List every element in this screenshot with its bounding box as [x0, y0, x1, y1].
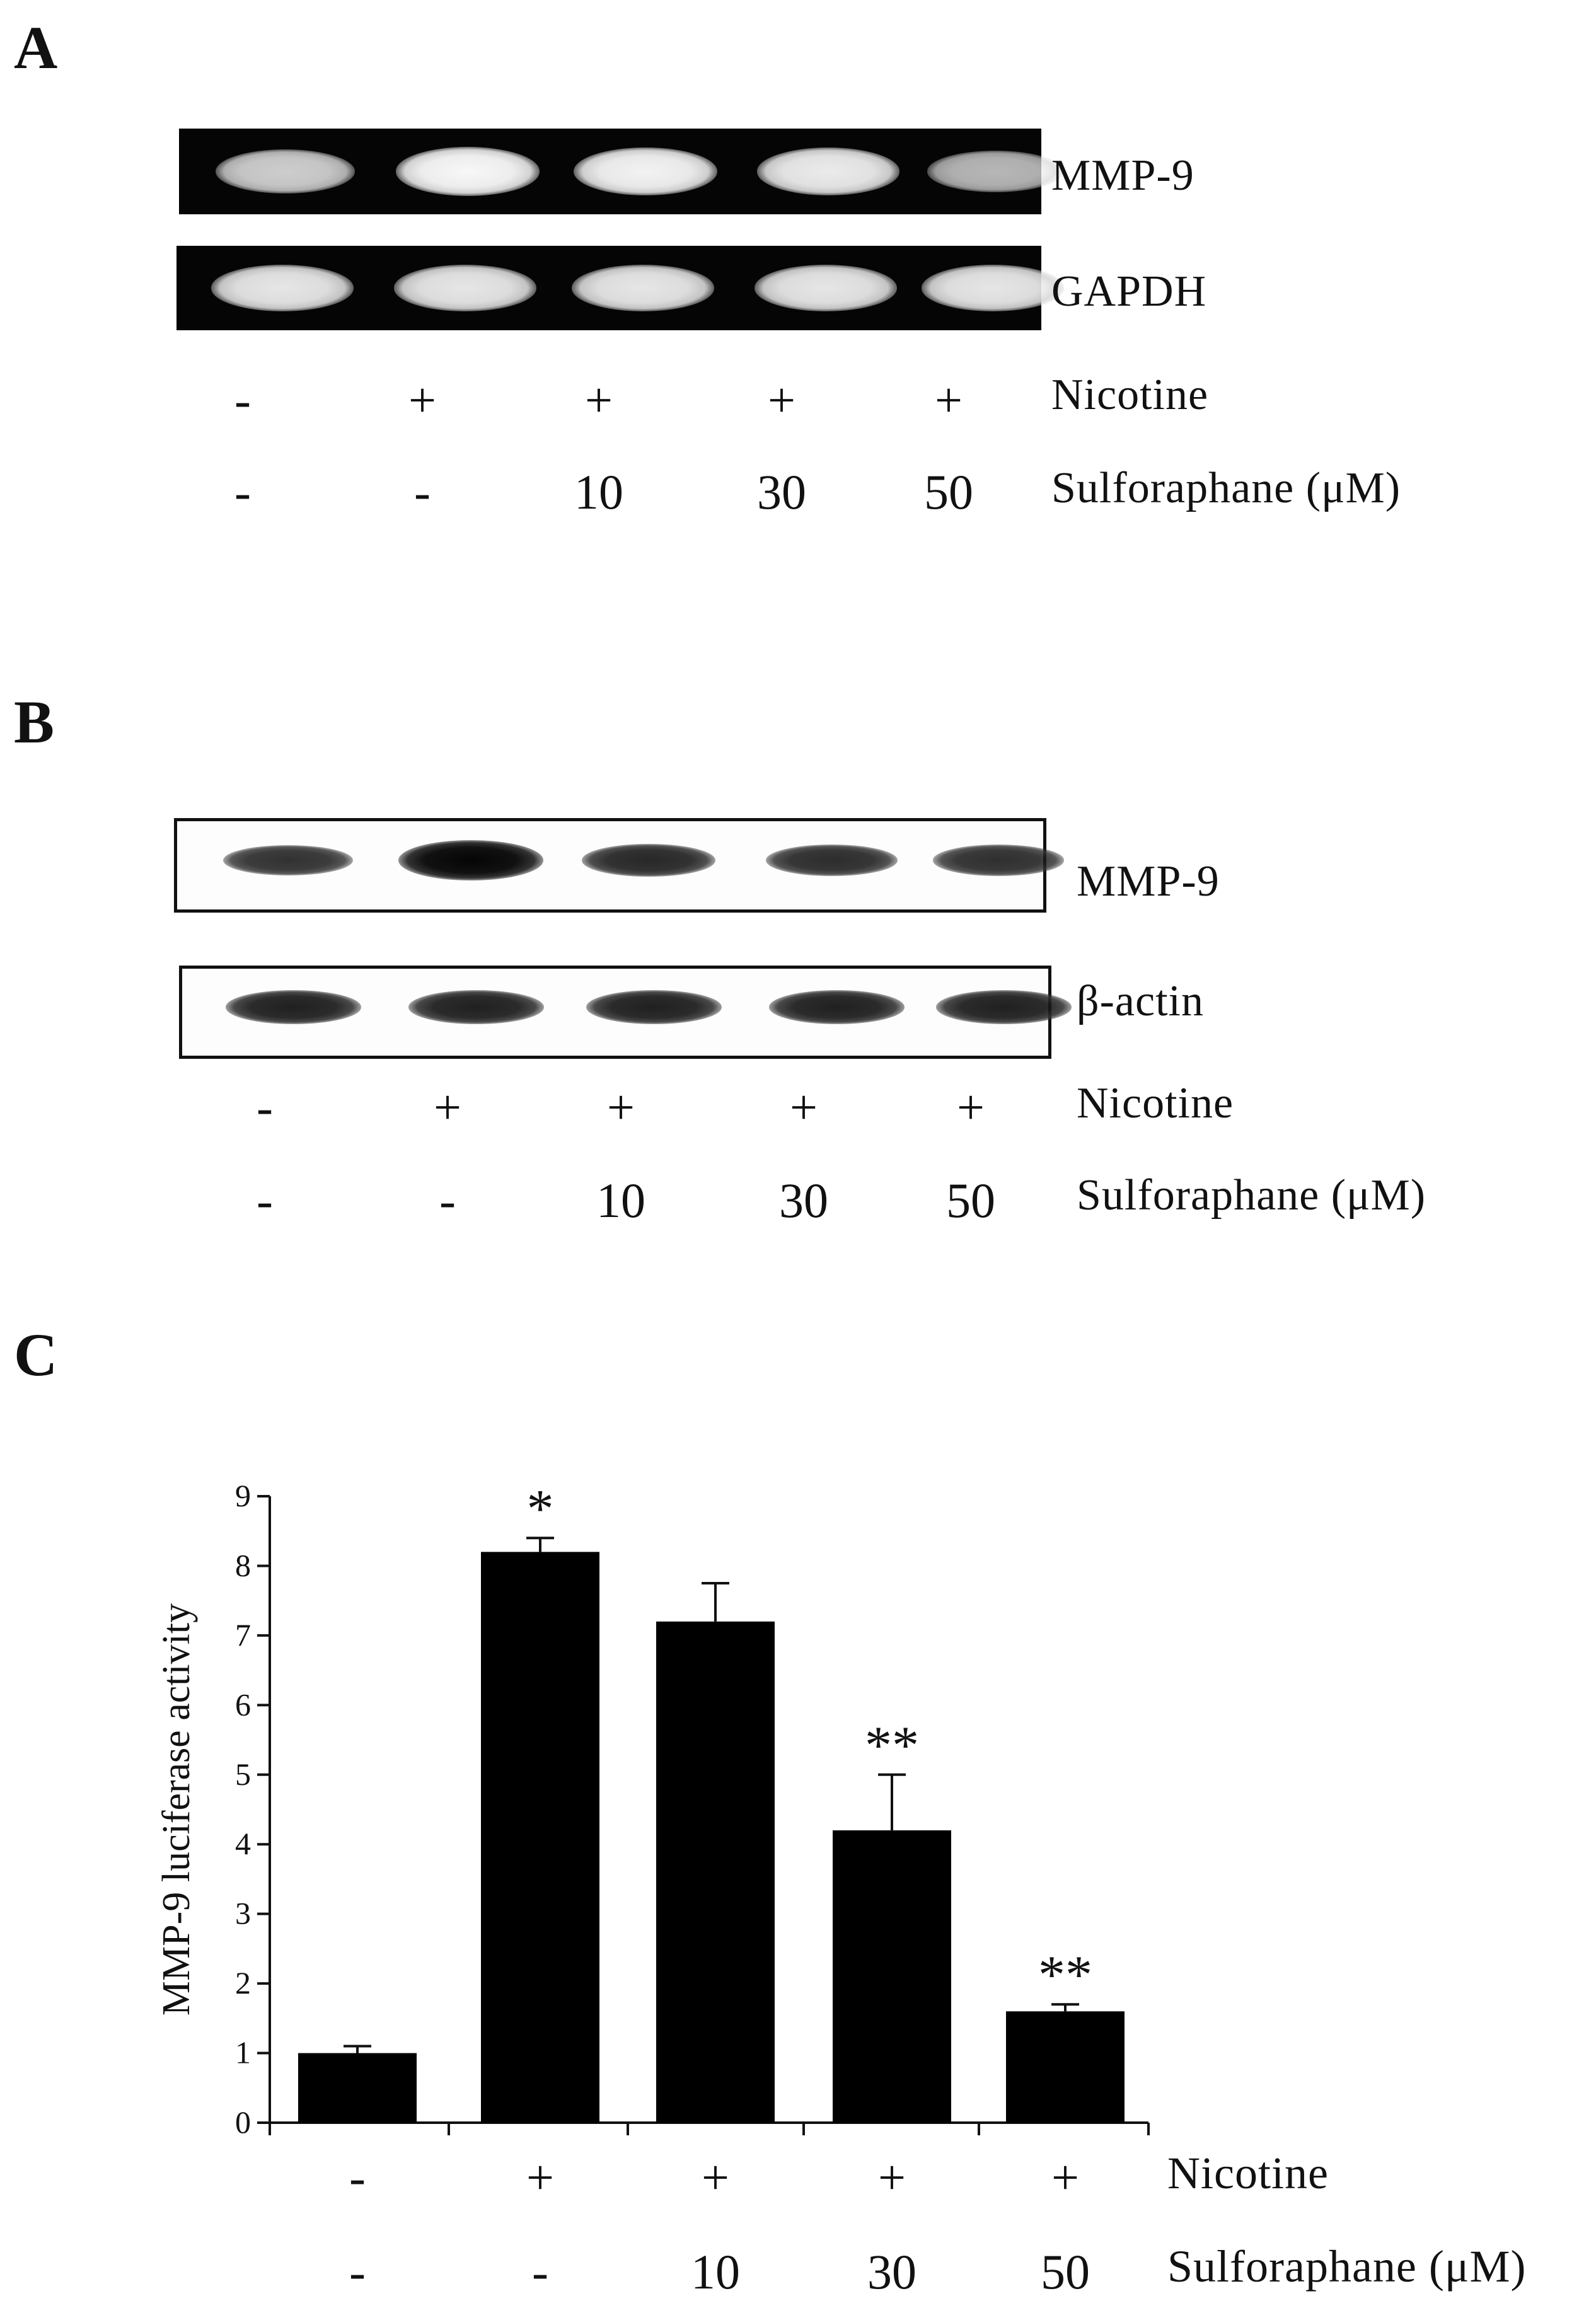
y-tick-label: 7 [235, 1617, 251, 1653]
blot-band [765, 844, 898, 877]
panel-b-sulforaphane-cell: - [257, 1173, 273, 1228]
blot-band [586, 990, 722, 1024]
panel-b-nicotine-label: Nicotine [1077, 1079, 1234, 1128]
panel-c-sulforaphane-cell: 30 [867, 2244, 917, 2299]
blot-band [225, 990, 361, 1024]
panel-b-sulforaphane-cell: 50 [946, 1173, 995, 1228]
panel-a-nicotine-cell: + [585, 372, 613, 427]
panel-a-nicotine-cell: + [408, 372, 436, 427]
blot-b-row-label-actin: β-actin [1077, 977, 1204, 1025]
y-tick-label: 0 [235, 2104, 251, 2140]
y-tick-label: 8 [235, 1547, 251, 1583]
panel-a-nicotine-cell: + [935, 372, 963, 427]
y-tick-label: 4 [235, 1826, 251, 1861]
y-tick-label: 2 [235, 1965, 251, 2000]
panel-b-sulforaphane-label: Sulforaphane (μM) [1077, 1171, 1426, 1220]
panel-c-sulforaphane-label: Sulforaphane (μM) [1167, 2241, 1527, 2292]
y-tick-label: 1 [235, 2035, 251, 2070]
panel-b-letter: B [14, 688, 55, 756]
panel-a-sulforaphane-cell: 10 [574, 464, 623, 519]
panel-a-nicotine-cell: - [234, 372, 251, 427]
panel-b-nicotine-cell: - [257, 1080, 273, 1134]
panel-c-sulforaphane-cell: 50 [1041, 2244, 1090, 2299]
blot-band [582, 843, 715, 877]
panel-b-nicotine-cell: + [790, 1080, 818, 1134]
blot-band [223, 845, 353, 876]
panel-c-nicotine-cell: + [526, 2150, 554, 2205]
blot-band [398, 840, 543, 881]
gel-a-row-label-gapdh: GAPDH [1051, 267, 1207, 316]
panel-a-sulforaphane-cell: 50 [924, 464, 973, 519]
gel-band [922, 265, 1064, 311]
panel-a-nicotine-cell: + [768, 372, 795, 427]
gel-a-mmp9 [179, 129, 1064, 214]
gel-band [755, 265, 897, 311]
bar [833, 1830, 951, 2123]
blot-band [935, 990, 1072, 1024]
blot-band [408, 990, 544, 1024]
y-tick-label: 9 [235, 1478, 251, 1513]
panel-c-nicotine-cell: + [702, 2150, 729, 2205]
blot-b-mmp9 [174, 818, 1064, 913]
gel-a-row-label-mmp9: MMP-9 [1051, 151, 1194, 200]
blot-b-row-label-mmp9: MMP-9 [1077, 857, 1220, 906]
panel-a-sulforaphane-label: Sulforaphane (μM) [1051, 464, 1401, 512]
y-tick-label: 6 [235, 1687, 251, 1722]
panel-b-sulforaphane-cell: - [439, 1173, 456, 1228]
gel-band [756, 147, 900, 195]
panel-c-sulforaphane-cell: - [532, 2244, 548, 2299]
panel-b-nicotine-cell: + [957, 1080, 985, 1134]
panel-c-letter: C [14, 1321, 58, 1388]
significance-marker: ** [1038, 1944, 1092, 2005]
panel-c-sulforaphane-cell: - [349, 2244, 366, 2299]
panel-a-letter: A [14, 14, 58, 81]
blot-b-actin [179, 966, 1072, 1059]
y-axis-label: MMP-9 luciferase activity [155, 1603, 198, 2016]
panel-c-nicotine-cell: + [878, 2150, 906, 2205]
panel-b-nicotine-cell: + [434, 1080, 461, 1134]
panel-a-sulforaphane-cell: - [414, 464, 431, 519]
significance-marker: ** [865, 1715, 919, 1775]
gel-band [572, 265, 714, 311]
gel-band [574, 147, 717, 196]
panel-a-sulforaphane-cell: - [234, 464, 251, 519]
panel-a-sulforaphane-cell: 30 [757, 464, 806, 519]
bar [298, 2053, 417, 2123]
panel-b-sulforaphane-cell: 10 [596, 1173, 645, 1228]
y-tick-label: 5 [235, 1757, 251, 1792]
gel-a-gapdh [176, 246, 1064, 330]
blot-band [933, 845, 1064, 876]
blot-band [768, 990, 905, 1024]
y-tick-label: 3 [235, 1896, 251, 1931]
gel-band [927, 151, 1064, 192]
bar [1006, 2011, 1125, 2123]
panel-c-nicotine-label: Nicotine [1167, 2148, 1329, 2198]
panel-c-sulforaphane-cell: 10 [691, 2244, 740, 2299]
gel-band [215, 149, 355, 193]
panel-c-nicotine-cell: - [349, 2150, 366, 2205]
panel-a-nicotine-label: Nicotine [1051, 371, 1209, 419]
panel-b-sulforaphane-cell: 30 [779, 1173, 828, 1228]
gel-band [211, 265, 354, 311]
gel-band [394, 265, 536, 311]
panel-b-nicotine-cell: + [607, 1080, 635, 1134]
bar [656, 1621, 775, 2123]
gel-band [395, 147, 540, 196]
panel-c-nicotine-cell: + [1051, 2150, 1079, 2205]
bar [481, 1552, 599, 2123]
significance-marker: * [527, 1478, 554, 1538]
